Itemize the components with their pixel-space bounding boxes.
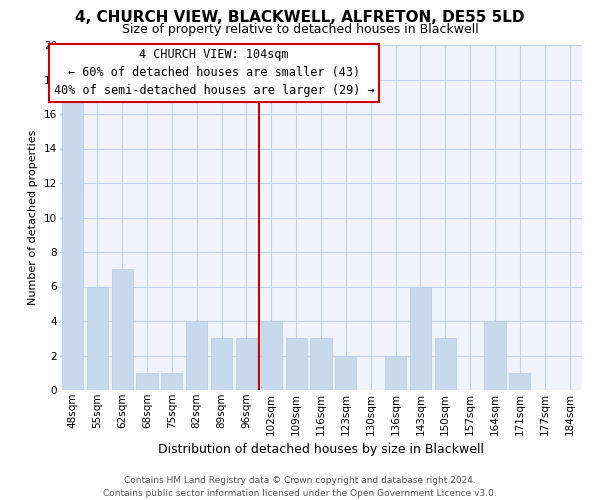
Bar	[385, 356, 406, 390]
Bar	[211, 338, 232, 390]
Bar	[136, 373, 158, 390]
Bar	[186, 321, 207, 390]
Text: Size of property relative to detached houses in Blackwell: Size of property relative to detached ho…	[122, 22, 478, 36]
Text: Contains HM Land Registry data © Crown copyright and database right 2024.
Contai: Contains HM Land Registry data © Crown c…	[103, 476, 497, 498]
Bar	[286, 338, 307, 390]
Bar	[435, 338, 456, 390]
Bar	[236, 338, 257, 390]
Text: 4 CHURCH VIEW: 104sqm
← 60% of detached houses are smaller (43)
40% of semi-deta: 4 CHURCH VIEW: 104sqm ← 60% of detached …	[53, 48, 374, 98]
Bar	[410, 286, 431, 390]
Bar	[484, 321, 506, 390]
Bar	[261, 321, 282, 390]
Bar	[87, 286, 108, 390]
Text: 4, CHURCH VIEW, BLACKWELL, ALFRETON, DE55 5LD: 4, CHURCH VIEW, BLACKWELL, ALFRETON, DE5…	[75, 10, 525, 25]
X-axis label: Distribution of detached houses by size in Blackwell: Distribution of detached houses by size …	[158, 443, 484, 456]
Bar	[112, 269, 133, 390]
Bar	[335, 356, 356, 390]
Bar	[310, 338, 332, 390]
Y-axis label: Number of detached properties: Number of detached properties	[28, 130, 38, 305]
Bar	[62, 97, 83, 390]
Bar	[161, 373, 182, 390]
Bar	[509, 373, 530, 390]
